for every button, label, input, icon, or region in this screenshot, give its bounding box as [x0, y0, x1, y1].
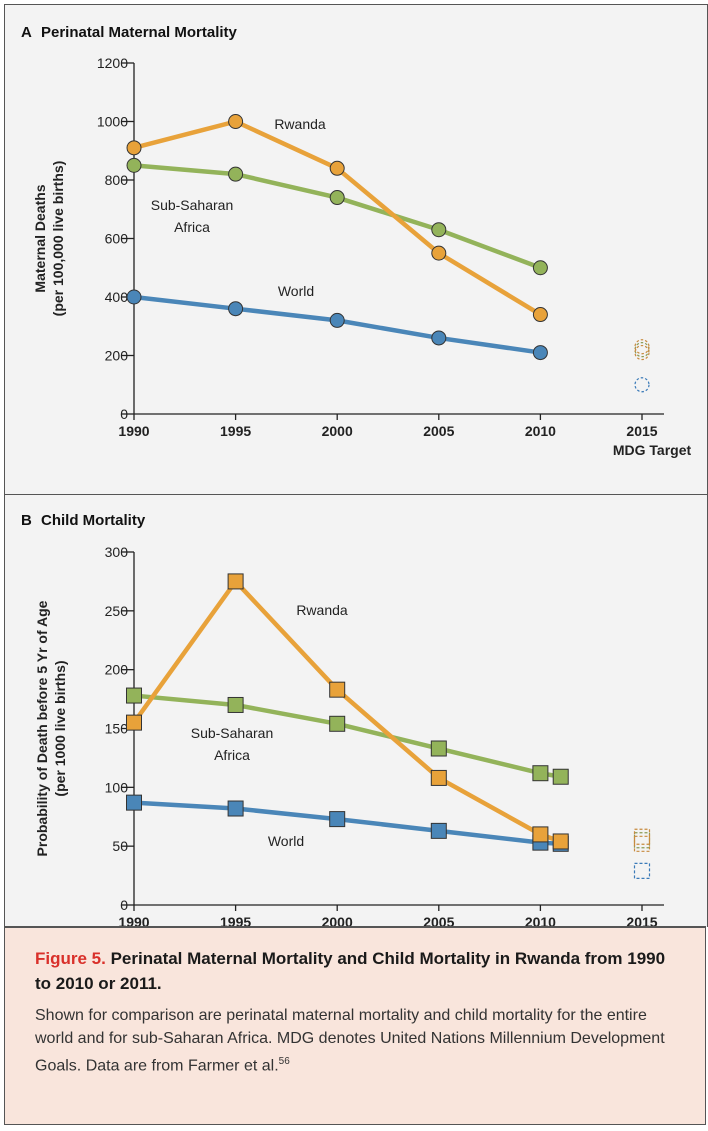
series-label-rwanda: Rwanda: [274, 116, 326, 132]
y-axis-label: Probability of Death before 5 Yr of Age: [34, 600, 50, 856]
mdg-target-rwanda: [634, 339, 650, 355]
data-point-sub-saharan-africa: [227, 696, 244, 713]
y-tick-label: 200: [105, 348, 129, 364]
y-tick-label: 200: [105, 662, 129, 678]
mdg-target-rwanda: [634, 344, 650, 361]
y-tick-label: 0: [120, 897, 128, 913]
data-point-sub-saharan-africa: [430, 740, 447, 757]
mdg-target-rwanda: [633, 835, 651, 852]
data-point-rwanda: [430, 769, 447, 786]
data-point-world: [227, 800, 244, 817]
x-tick-label: 1995: [220, 423, 251, 439]
mdg-target-sub-saharan-africa: [633, 832, 651, 849]
series-line-rwanda: [132, 579, 562, 844]
panel-letter: B: [21, 512, 32, 529]
data-point-world: [431, 330, 447, 346]
data-point-world: [329, 312, 345, 328]
data-point-sub-saharan-africa: [329, 715, 346, 732]
data-point-sub-saharan-africa: [532, 260, 548, 276]
y-tick-label: 1000: [97, 114, 128, 130]
chart-title: Perinatal Maternal Mortality: [41, 24, 238, 41]
panel-a-maternal-mortality: A Perinatal Maternal Mortality Maternal De…: [4, 4, 708, 494]
y-axis-label-units: (per 100,000 live births): [50, 161, 66, 317]
mdg-target-sub-saharan-africa: [634, 342, 650, 358]
data-point-sub-saharan-africa: [431, 222, 447, 238]
data-point-rwanda: [329, 160, 345, 176]
y-tick-label: 300: [105, 544, 129, 560]
series-label-sub-saharan-africa: Africa: [214, 747, 250, 763]
series-label-rwanda: Rwanda: [296, 602, 348, 618]
figure-caption: Figure 5. Perinatal Maternal Mortality a…: [4, 926, 706, 1125]
caption-title: Figure 5. Perinatal Maternal Mortality a…: [35, 946, 685, 996]
x-tick-label: 2015: [626, 914, 657, 927]
data-point-sub-saharan-africa: [126, 687, 142, 704]
series-label-sub-saharan-africa: Sub-Saharan: [191, 725, 274, 741]
series-label-sub-saharan-africa: Sub-Saharan: [151, 197, 234, 213]
chart-a-svg: A Perinatal Maternal Mortality Maternal De…: [21, 24, 692, 458]
series-label-sub-saharan-africa: Africa: [174, 219, 210, 235]
caption-body: Shown for comparison are perinatal mater…: [35, 1004, 685, 1077]
y-axis-label: Maternal Deaths: [32, 184, 48, 292]
data-point-rwanda: [532, 307, 548, 323]
y-tick-label: 400: [105, 289, 129, 305]
mdg-target-world: [634, 377, 650, 393]
data-point-rwanda: [228, 114, 244, 129]
data-point-sub-saharan-africa: [532, 765, 549, 782]
data-point-rwanda: [126, 140, 142, 156]
y-tick-label: 150: [105, 721, 129, 737]
panel-b-child-mortality: B Child Mortality Probability of Death bef…: [4, 494, 708, 927]
data-point-world: [228, 301, 244, 317]
y-tick-label: 0: [120, 406, 128, 422]
x-tick-label: 1990: [118, 423, 149, 439]
data-point-rwanda: [227, 573, 244, 590]
y-tick-label: 800: [105, 172, 129, 188]
x-tick-label: 2005: [423, 423, 454, 439]
data-point-rwanda: [431, 245, 447, 261]
series-line-sub-saharan-africa: [133, 163, 542, 270]
y-tick-label: 250: [105, 603, 129, 619]
y-tick-label: 100: [105, 779, 129, 795]
x-tick-label: 2000: [322, 423, 353, 439]
data-point-rwanda: [126, 714, 142, 731]
y-axis-label-units: (per 1000 live births): [52, 660, 68, 796]
data-point-rwanda: [532, 826, 549, 843]
data-point-world: [126, 794, 142, 811]
data-point-world: [430, 822, 447, 839]
x-tick-label: 2005: [423, 914, 454, 927]
chart-b-svg: B Child Mortality Probability of Death bef…: [21, 512, 664, 927]
y-tick-label: 50: [112, 838, 128, 854]
data-point-world: [126, 289, 142, 305]
mdg-target-world: [633, 862, 651, 879]
figure: A Perinatal Maternal Mortality Maternal De…: [4, 4, 708, 1128]
y-tick-label: 1200: [97, 55, 128, 71]
data-point-sub-saharan-africa: [552, 768, 569, 785]
caption-body-text: Shown for comparison are perinatal mater…: [35, 1007, 665, 1075]
x-tick-label: 2000: [322, 914, 353, 927]
y-tick-label: 600: [105, 231, 129, 247]
x-tick-label: 2010: [525, 914, 556, 927]
caption-reference: 56: [278, 1056, 290, 1067]
panel-letter: A: [21, 24, 32, 41]
data-point-rwanda: [552, 833, 569, 850]
caption-label: Figure 5.: [35, 949, 106, 968]
data-point-world: [329, 811, 346, 828]
data-point-rwanda: [329, 681, 346, 698]
x-tick-label: 2015: [626, 423, 657, 439]
x-tick-label: 1990: [118, 914, 149, 927]
x-tick-sublabel-mdg-target: MDG Target: [613, 442, 692, 458]
data-point-sub-saharan-africa: [126, 157, 142, 173]
data-point-sub-saharan-africa: [329, 190, 345, 206]
data-point-world: [532, 345, 548, 361]
x-tick-label: 1995: [220, 914, 251, 927]
chart-title: Child Mortality: [41, 512, 146, 529]
series-label-world: World: [278, 283, 314, 299]
series-label-world: World: [268, 833, 304, 849]
data-point-sub-saharan-africa: [228, 166, 244, 182]
caption-title-text: Perinatal Maternal Mortality and Child M…: [35, 949, 666, 993]
x-tick-label: 2010: [525, 423, 556, 439]
